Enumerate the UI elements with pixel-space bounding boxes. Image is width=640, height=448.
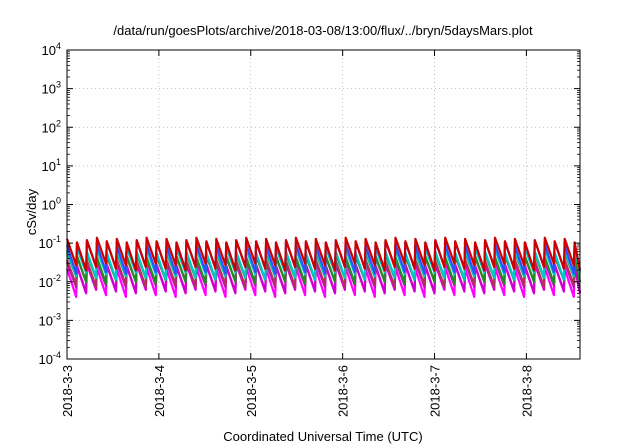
- y-tick-label: 10-1: [39, 234, 61, 251]
- grid-lines: [67, 50, 580, 359]
- series-lines: [65, 236, 582, 298]
- x-tick-label: 2018-3-5: [244, 365, 259, 417]
- y-tick-label: 10-3: [39, 311, 61, 328]
- y-tick-label: 10-4: [39, 350, 61, 367]
- y-tick-label: 100: [42, 196, 61, 213]
- y-tick-label: 103: [42, 80, 61, 97]
- x-tick-label: 2018-3-4: [152, 365, 167, 417]
- series-line: [65, 236, 582, 272]
- y-tick-label: 101: [42, 157, 61, 174]
- x-tick-label: 2018-3-3: [60, 365, 75, 417]
- x-tick-label: 2018-3-7: [428, 365, 443, 417]
- x-tick-label: 2018-3-8: [519, 365, 534, 417]
- chart-title: /data/run/goesPlots/archive/2018-03-08/1…: [113, 23, 533, 38]
- x-tick-label: 2018-3-6: [336, 365, 351, 417]
- y-ticks: 10-4 10-3 10-2 10-1 100 101 102 103 104: [39, 41, 580, 367]
- x-axis-label: Coordinated Universal Time (UTC): [223, 429, 422, 444]
- y-tick-label: 102: [42, 118, 61, 135]
- y-tick-label: 10-2: [39, 273, 61, 290]
- y-axis-label: cSv/day: [24, 188, 39, 235]
- y-tick-label: 104: [42, 41, 61, 58]
- x-ticks: 2018-3-3 2018-3-4 2018-3-5 2018-3-6 2018-3-7…: [60, 50, 534, 417]
